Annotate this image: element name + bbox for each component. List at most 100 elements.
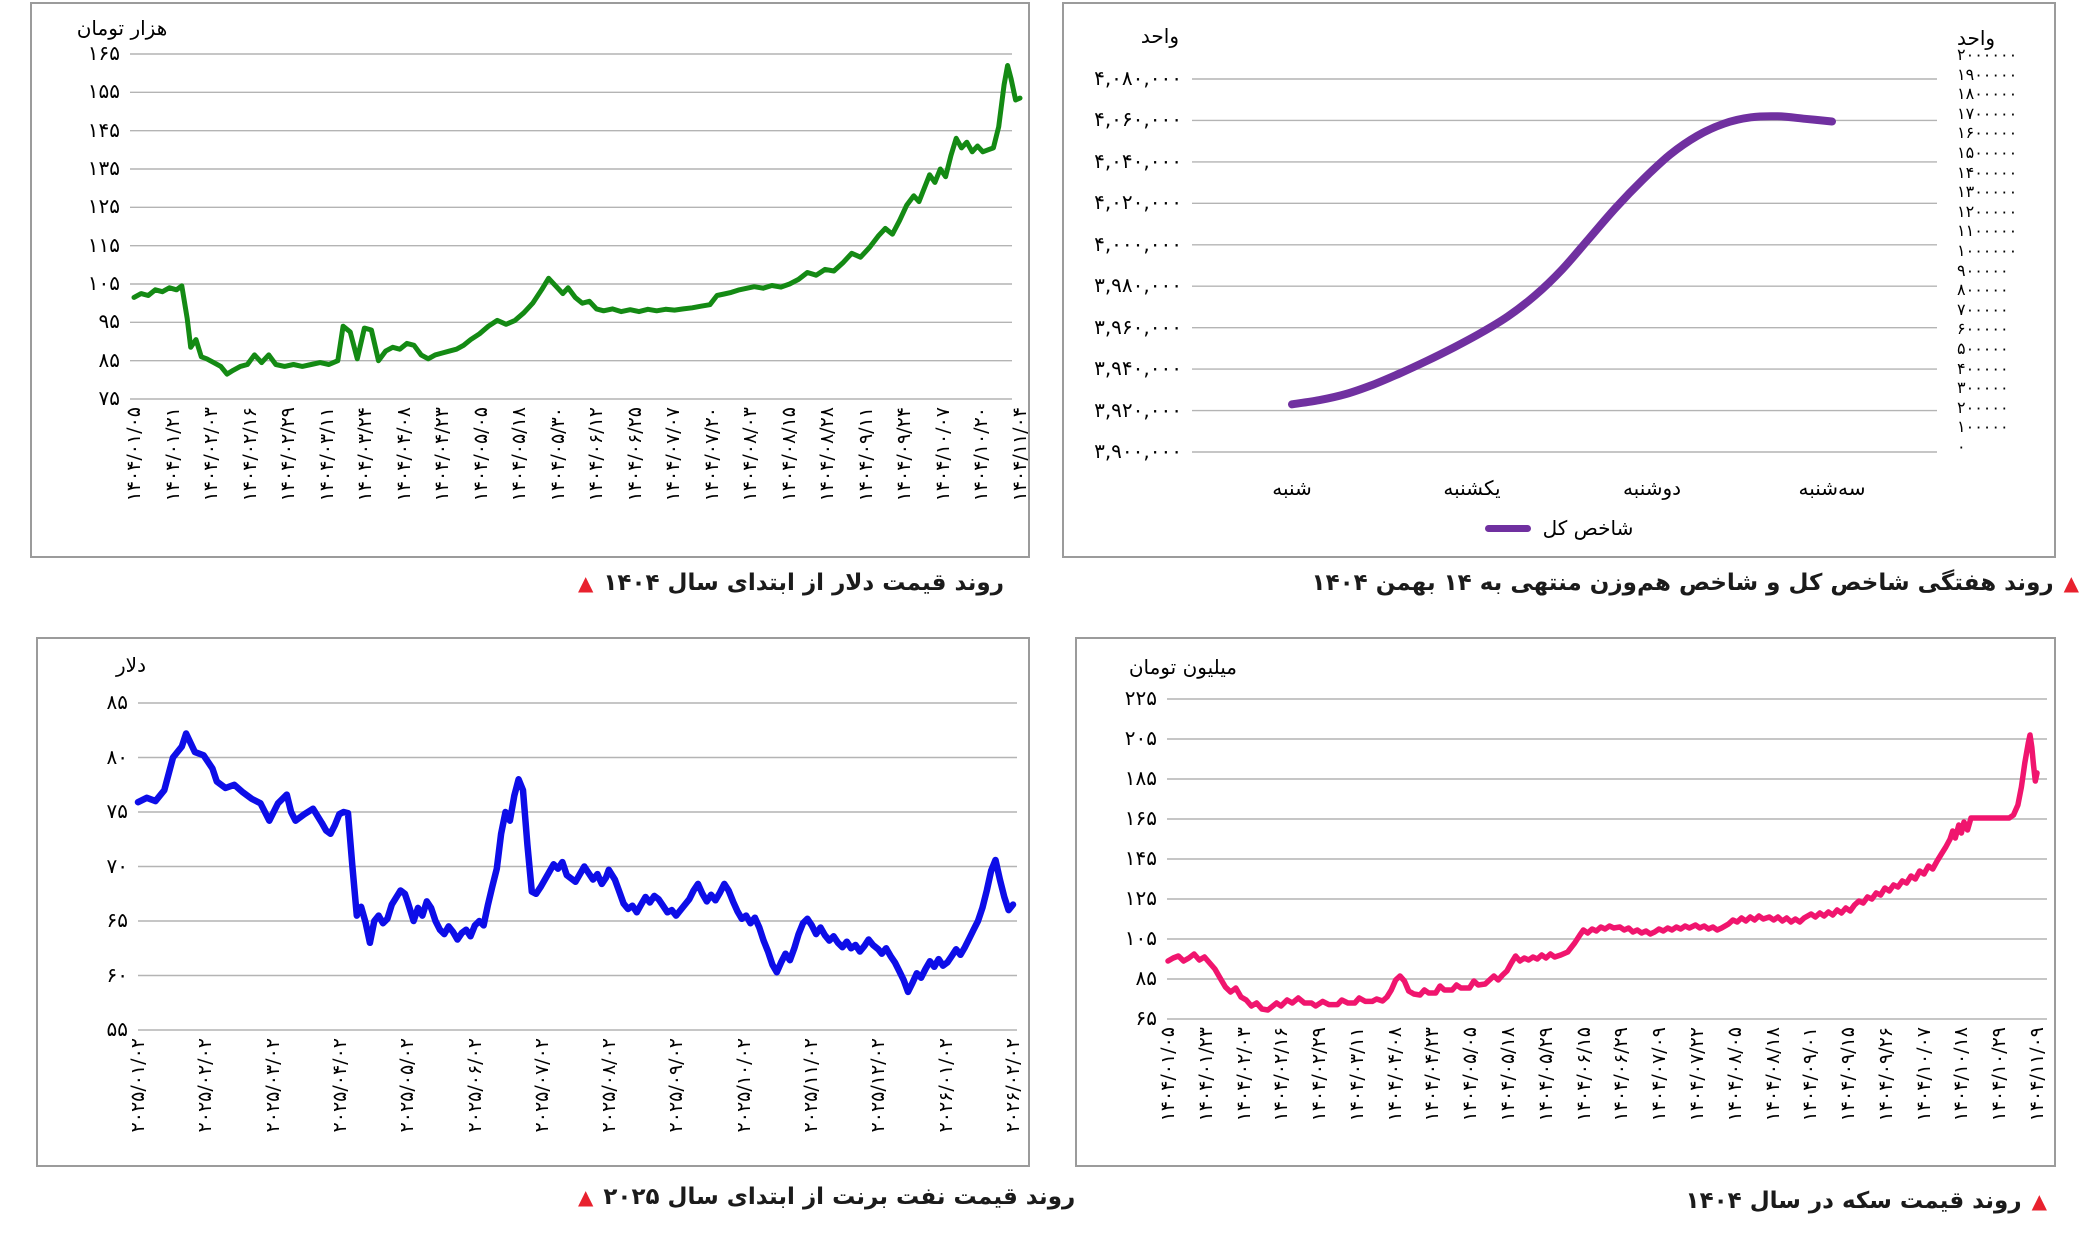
y2-axis-tick-label: ۵۰۰۰۰۰ bbox=[1957, 339, 2009, 358]
x-axis-tick-label: ۱۴۰۴/۱۰/۰۷ bbox=[931, 407, 954, 502]
y-axis-tick-label: ۳,۹۰۰,۰۰۰ bbox=[1094, 439, 1182, 463]
y-axis-tick-label: ۱۸۵ bbox=[1124, 766, 1157, 790]
chart-panel-brent-oil: دلار ۸۵ ۸۰ ۷۵ ۷۰ ۶۵ ۶۰ ۵۵ ۲۰۲۵/۰۱/۰۲ ۲۰۲۵/۰۲/۰۲ ۲… bbox=[36, 637, 1030, 1167]
chart-panel-dollar-price: هزار تومان ۱۶۵ ۱۵۵ ۱۴۵ ۱۳۵ ۱۲۵ ۱۱۵ ۱۰۵ ۹۵ ۸۵ ۷۵ ۱۴… bbox=[30, 2, 1031, 558]
y-axis-unit-label: واحد bbox=[1140, 24, 1179, 48]
y2-axis-tick-label: ۱۹۰۰۰۰۰ bbox=[1957, 64, 2018, 84]
chart-panel-coin-price: میلیون تومان ۲۲۵ ۲۰۵ ۱۸۵ ۱۶۵ ۱۴۵ ۱۲۵ ۱۰۵ ۸۵ ۶۵ ۱۴… bbox=[1075, 637, 2056, 1167]
x-axis-tick-label: ۱۴۰۴/۰۸/۱۵ bbox=[777, 407, 800, 502]
y2-axis-tick-label: ۱۴۰۰۰۰۰ bbox=[1957, 162, 2018, 182]
y-axis-tick-label: ۶۵ bbox=[1135, 1006, 1157, 1030]
caption-text: روند هفتگی شاخص کل و شاخص هم‌وزن منتهی ب… bbox=[1311, 570, 2054, 596]
series-line bbox=[134, 730, 1017, 996]
y-axis-tick-label: ۴,۰۲۰,۰۰۰ bbox=[1094, 190, 1182, 215]
x-axis-tick-label: ۲۰۲۵/۱۰/۰۲ bbox=[732, 1038, 755, 1133]
y-axis-tick-label: ۴,۰۶۰,۰۰۰ bbox=[1094, 107, 1182, 132]
x-axis-tick-label: ۱۴۰۴/۰۸/۲۸ bbox=[816, 407, 839, 502]
y2-axis-tick-label: ۱۲۰۰۰۰۰ bbox=[1957, 201, 2018, 221]
plot-area bbox=[134, 702, 1017, 1031]
plot-area bbox=[1192, 78, 1937, 453]
x-axis-tick-label: ۲۰۲۵/۰۲/۰۲ bbox=[194, 1038, 217, 1133]
x-axis-tick-label: ۲۰۲۶/۰۲/۰۲ bbox=[1002, 1038, 1024, 1133]
x-axis-tick-label: ۱۴۰۴/۰۲/۰۳ bbox=[1232, 1027, 1255, 1122]
y-axis-unit-label: میلیون تومان bbox=[1128, 655, 1237, 679]
y-axis-tick-label: ۳,۹۶۰,۰۰۰ bbox=[1094, 314, 1182, 339]
x-axis-tick-label: ۱۴۰۴/۰۵/۰۵ bbox=[1459, 1027, 1482, 1122]
y-axis-tick-label: ۱۱۵ bbox=[87, 232, 120, 257]
x-axis-tick-label: ۱۴۰۴/۱۰/۱۸ bbox=[1950, 1027, 1973, 1122]
y-axis-tick-label: ۳,۹۲۰,۰۰۰ bbox=[1094, 397, 1182, 422]
y-axis-tick-label: ۸۰ bbox=[106, 744, 128, 769]
x-axis-tick-label: ۲۰۲۶/۰۱/۰۲ bbox=[934, 1038, 957, 1133]
x-axis-tick-label: ۱۴۰۴/۰۷/۲۰ bbox=[700, 407, 723, 502]
legend-label: شاخص کل bbox=[1542, 516, 1634, 540]
x-axis-tick-label: ۱۴۰۴/۰۸/۱۸ bbox=[1761, 1027, 1784, 1122]
y2-axis-tick-label: ۲۰۰۰۰۰ bbox=[1957, 397, 2009, 417]
x-axis-tick-label: ۱۴۰۴/۰۲/۱۶ bbox=[238, 407, 261, 502]
y2-axis-tick-label: ۱۱۰۰۰۰۰ bbox=[1957, 221, 2018, 241]
x-axis-tick-label: ۱۴۰۴/۰۵/۳۰ bbox=[546, 407, 569, 502]
plot-area bbox=[130, 53, 1023, 400]
y2-axis-tick-label: ۱۶۰۰۰۰۰ bbox=[1957, 123, 2018, 143]
x-axis-category-label: یکشنبه bbox=[1443, 476, 1501, 500]
x-axis-tick-label: ۱۴۰۴/۰۳/۱۱ bbox=[1345, 1027, 1368, 1122]
y2-axis-tick-label: ۱۰۰۰۰۰ bbox=[1957, 417, 2009, 437]
x-axis-tick-label: ۱۴۰۴/۰۲/۱۶ bbox=[1270, 1027, 1293, 1122]
x-axis-tick-label: ۱۴۰۴/۰۹/۱۵ bbox=[1837, 1027, 1860, 1122]
y2-axis-tick-label: ۹۰۰۰۰۰ bbox=[1957, 260, 2009, 280]
x-axis-tick-label: ۱۴۰۴/۰۱/۲۱ bbox=[161, 407, 184, 502]
x-axis-tick-label: ۲۰۲۵/۰۹/۰۲ bbox=[665, 1038, 688, 1133]
y-axis-tick-label: ۷۰ bbox=[106, 853, 128, 878]
x-axis-tick-label: ۱۴۰۴/۰۷/۰۷ bbox=[662, 407, 685, 502]
plot-area bbox=[1165, 698, 2047, 1020]
x-axis-tick-label: ۲۰۲۵/۰۱/۰۲ bbox=[127, 1038, 149, 1133]
caption-triangle-icon: ▲ bbox=[2031, 1189, 2047, 1213]
y2-axis-tick-label: ۱۷۰۰۰۰۰ bbox=[1957, 103, 2018, 123]
y-axis-unit-label: دلار bbox=[116, 653, 146, 677]
y-axis-tick-label: ۵۵ bbox=[106, 1017, 128, 1041]
y-axis-tick-label: ۱۳۵ bbox=[87, 156, 120, 180]
x-axis-tick-label: ۱۴۰۴/۰۹/۲۶ bbox=[1874, 1027, 1897, 1122]
chart-panel-stock-index: واحد واحد شاخص کل ۴,۰۸۰,۰۰۰ ۴,۰۶۰,۰۰۰ ۴,۰۴… bbox=[1062, 2, 2056, 558]
x-axis-tick-label: ۲۰۲۵/۰۳/۰۲ bbox=[261, 1038, 284, 1133]
y2-axis-tick-label: ۱۳۰۰۰۰۰ bbox=[1957, 182, 2018, 202]
x-axis-tick-label: ۱۴۰۴/۰۷/۰۹ bbox=[1648, 1027, 1671, 1122]
y-axis-tick-label: ۸۵ bbox=[1135, 966, 1157, 990]
caption-text: روند قیمت دلار از ابتدای سال ۱۴۰۴ bbox=[603, 570, 1004, 596]
x-axis-tick-label: ۱۴۰۴/۰۳/۲۴ bbox=[354, 407, 377, 502]
y2-axis-tick-label: ۳۰۰۰۰۰ bbox=[1957, 378, 2009, 398]
caption-dollar-chart: ▲ روند قیمت دلار از ابتدای سال ۱۴۰۴ bbox=[578, 570, 1004, 596]
series-line bbox=[1165, 732, 2040, 1013]
y-axis-tick-label: ۲۲۵ bbox=[1124, 686, 1157, 710]
x-axis-tick-label: ۲۰۲۵/۰۶/۰۲ bbox=[463, 1038, 486, 1133]
y-axis-tick-label: ۱۲۵ bbox=[1124, 886, 1157, 910]
x-axis-tick-label: ۱۴۰۴/۰۲/۲۹ bbox=[277, 407, 300, 502]
x-axis-tick-label: ۱۴۰۴/۰۹/۲۴ bbox=[893, 407, 916, 502]
x-axis-category-label: سه‌شنبه bbox=[1798, 476, 1866, 500]
y-axis-tick-label: ۸۵ bbox=[106, 690, 128, 714]
legend: شاخص کل bbox=[1064, 516, 2054, 540]
x-axis-tick-label: ۱۴۰۴/۰۱/۰۵ bbox=[123, 407, 145, 502]
caption-triangle-icon: ▲ bbox=[578, 571, 594, 595]
legend-line-swatch bbox=[1484, 524, 1531, 532]
y-axis-tick-label: ۱۴۵ bbox=[87, 117, 120, 142]
caption-triangle-icon: ▲ bbox=[2063, 571, 2079, 595]
x-axis-tick-label: ۲۰۲۵/۰۸/۰۲ bbox=[598, 1038, 621, 1133]
y-axis-tick-label: ۱۶۵ bbox=[87, 41, 120, 65]
y-axis-tick-label: ۷۵ bbox=[106, 799, 128, 823]
y2-axis-tick-label: ۰ bbox=[1957, 437, 1966, 456]
x-axis-tick-label: ۱۴۰۴/۰۴/۰۸ bbox=[1383, 1027, 1406, 1122]
y-axis-tick-label: ۱۲۵ bbox=[87, 194, 120, 219]
y2-axis-tick-label: ۱۰۰۰۰۰۰ bbox=[1957, 241, 2018, 260]
y-axis-tick-label: ۴,۰۸۰,۰۰۰ bbox=[1094, 66, 1182, 90]
y2-axis-tick-label: ۲۰۰۰۰۰۰ bbox=[1957, 45, 2018, 64]
x-axis-tick-label: ۱۴۰۴/۰۷/۲۲ bbox=[1685, 1027, 1708, 1122]
y-axis-tick-label: ۹۵ bbox=[98, 309, 120, 334]
x-axis-category-label: شنبه bbox=[1272, 476, 1312, 500]
x-axis-tick-label: ۱۴۰۴/۰۲/۲۹ bbox=[1308, 1027, 1331, 1122]
caption-text: روند قیمت سکه در سال ۱۴۰۴ bbox=[1685, 1188, 2022, 1214]
x-axis-tick-label: ۱۴۰۴/۱۰/۲۰ bbox=[970, 407, 993, 502]
x-axis-tick-label: ۱۴۰۴/۰۵/۰۵ bbox=[469, 407, 492, 502]
x-axis-tick-label: ۱۴۰۴/۰۵/۲۹ bbox=[1534, 1027, 1557, 1122]
